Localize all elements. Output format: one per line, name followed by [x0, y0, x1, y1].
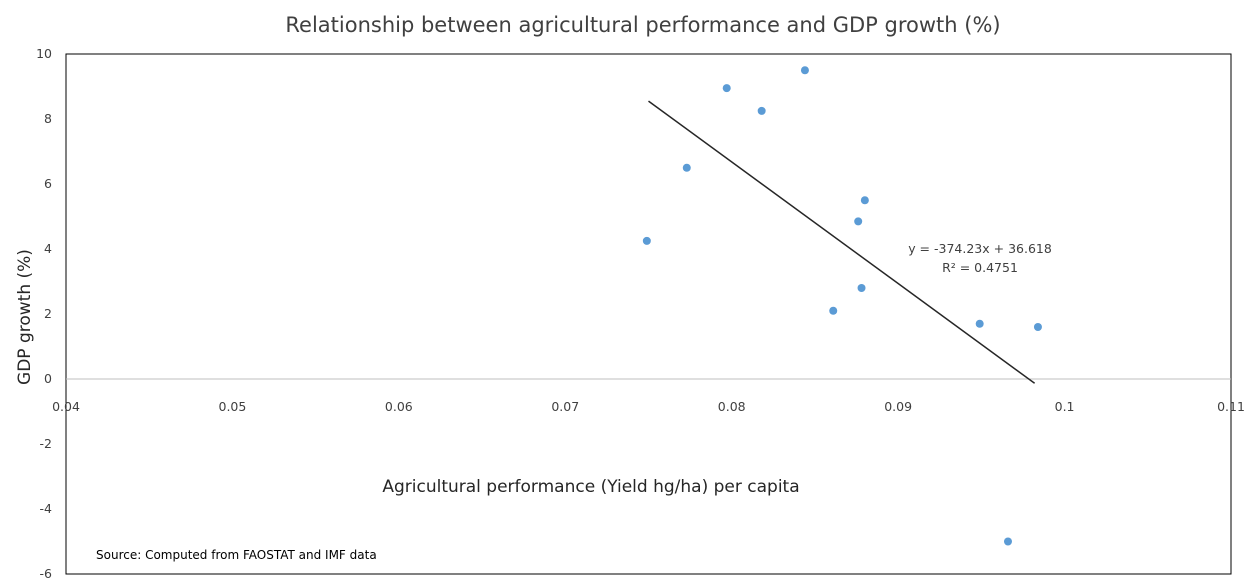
data-point: [860, 196, 869, 205]
data-point: [1003, 537, 1012, 546]
data-point: [857, 284, 866, 292]
y-tick-label: -4: [40, 501, 53, 516]
data-point: [975, 319, 984, 328]
x-tick-label: 0.09: [884, 399, 912, 414]
data-point: [1033, 323, 1042, 331]
x-tick-label: 0.07: [551, 399, 579, 414]
y-axis-ticks: -6 -4 -2 0 2 4 6 8 10: [36, 46, 52, 580]
x-axis-label: Agricultural performance (Yield hg/ha) p…: [382, 477, 799, 497]
trendline-equation: y = -374.23x + 36.618: [908, 241, 1052, 256]
y-axis-label: GDP growth (%): [15, 249, 35, 385]
source-note: Source: Computed from FAOSTAT and IMF da…: [96, 548, 377, 562]
data-point: [800, 66, 809, 75]
data-point: [854, 217, 863, 226]
plot-area-border: [65, 53, 1232, 575]
r-squared-label: R² = 0.4751: [942, 260, 1018, 275]
y-tick-label: 0: [44, 371, 52, 386]
data-point: [829, 306, 838, 315]
x-tick-label: 0.11: [1217, 399, 1245, 414]
y-tick-label: 8: [44, 111, 52, 126]
x-tick-label: 0.04: [52, 399, 80, 414]
y-tick-label: -2: [40, 436, 52, 451]
data-points: [642, 66, 1042, 546]
y-tick-label: -6: [40, 566, 53, 580]
trendline: [648, 100, 1036, 384]
data-point: [642, 236, 651, 245]
x-tick-label: 0.1: [1055, 399, 1075, 414]
x-tick-label: 0.08: [718, 399, 746, 414]
data-point: [757, 106, 766, 115]
y-tick-label: 4: [44, 241, 52, 256]
x-tick-label: 0.06: [385, 399, 413, 414]
y-tick-label: 6: [44, 176, 52, 191]
y-tick-label: 10: [36, 46, 52, 61]
x-axis: 0.04 0.05 0.06 0.07 0.08 0.09 0.1 0.11: [52, 378, 1245, 414]
y-tick-label: 2: [44, 306, 52, 321]
chart-title: Relationship between agricultural perfor…: [285, 13, 1000, 37]
x-tick-label: 0.05: [219, 399, 247, 414]
data-point: [722, 84, 731, 93]
data-point: [682, 163, 691, 172]
